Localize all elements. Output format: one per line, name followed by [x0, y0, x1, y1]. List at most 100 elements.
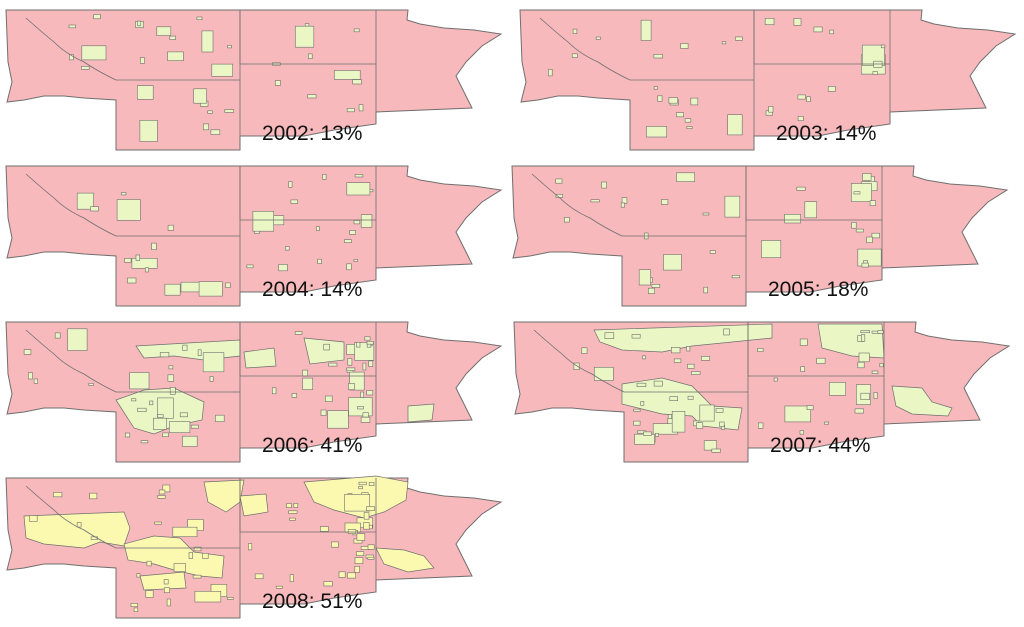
coverage-plot — [796, 186, 806, 191]
coverage-plot — [686, 345, 691, 352]
coverage-plot — [322, 174, 327, 180]
coverage-plot — [871, 232, 880, 239]
coverage-plot — [663, 254, 682, 271]
coverage-plot — [564, 216, 570, 223]
coverage-layer — [548, 18, 886, 138]
coverage-plot — [676, 112, 684, 118]
coverage-plot — [684, 118, 692, 123]
coverage-plot — [320, 409, 327, 416]
coverage-plot — [686, 126, 693, 129]
coverage-plot — [668, 97, 678, 104]
coverage-plot — [202, 553, 209, 559]
coverage-plot — [252, 210, 274, 232]
coverage-plot — [356, 341, 361, 348]
coverage-plot — [290, 199, 298, 204]
coverage-plot — [853, 191, 861, 195]
coverage-plot — [669, 396, 679, 401]
coverage-plot — [145, 267, 149, 273]
coverage-plot — [869, 200, 877, 206]
coverage-layer — [23, 328, 435, 447]
coverage-plot — [346, 108, 355, 113]
coverage-plot — [595, 36, 601, 40]
coverage-plot — [224, 109, 235, 113]
coverage-plot — [254, 573, 264, 580]
coverage-plot — [163, 579, 169, 585]
coverage-plot — [863, 260, 868, 264]
coverage-plot — [673, 358, 682, 363]
region-map — [513, 321, 1011, 463]
coverage-plot — [23, 349, 32, 355]
panel-caption: 2003: 14% — [776, 122, 876, 146]
coverage-plot — [29, 515, 38, 522]
coverage-plot — [278, 264, 288, 272]
coverage-plot — [358, 486, 363, 490]
coverage-layer — [23, 475, 435, 612]
coverage-plot — [346, 263, 352, 271]
coverage-area — [239, 493, 269, 517]
coverage-plot — [703, 286, 708, 294]
coverage-plot — [131, 258, 158, 269]
map-panel-2002: 2002: 13% — [4, 4, 504, 154]
coverage-plot — [274, 80, 281, 86]
coverage-plot — [90, 206, 99, 212]
coverage-plot — [860, 330, 870, 334]
coverage-plot — [711, 448, 721, 453]
coverage-plot — [157, 495, 166, 499]
map-panel-2008: 2008: 51% — [4, 472, 504, 622]
coverage-plot — [653, 86, 658, 90]
coverage-area — [203, 479, 245, 513]
coverage-plot — [190, 424, 199, 429]
coverage-plot — [347, 572, 356, 579]
coverage-plot — [357, 406, 364, 410]
coverage-plot — [594, 366, 614, 381]
coverage-plot — [651, 284, 661, 288]
map-panel-2003: 2003: 14% — [518, 4, 1018, 154]
coverage-plot — [137, 85, 154, 100]
coverage-plot — [757, 347, 764, 352]
coverage-plot — [696, 422, 704, 429]
coverage-plot — [806, 96, 811, 102]
coverage-area — [303, 337, 345, 365]
coverage-plot — [631, 334, 641, 339]
coverage-plot — [879, 363, 884, 368]
coverage-plot — [653, 53, 663, 59]
coverage-plot — [691, 371, 701, 375]
coverage-plot — [784, 405, 811, 423]
coverage-plot — [353, 259, 358, 262]
coverage-plot — [797, 116, 804, 121]
coverage-plot — [271, 387, 277, 395]
coverage-plot — [353, 28, 360, 33]
caption-year: 2007 — [770, 434, 817, 457]
coverage-plot — [198, 281, 223, 297]
state-border — [25, 173, 117, 237]
coverage-plot — [353, 220, 361, 225]
coverage-plot — [871, 370, 879, 375]
coverage-plot — [327, 410, 349, 429]
coverage-plot — [799, 430, 804, 435]
coverage-plot — [368, 482, 375, 486]
coverage-plot — [572, 28, 578, 35]
coverage-plot — [210, 129, 221, 135]
coverage-area — [891, 385, 953, 417]
coverage-plot — [349, 230, 357, 235]
coverage-plot — [133, 607, 139, 612]
coverage-plot — [162, 484, 171, 493]
caption-year: 2006 — [262, 434, 309, 457]
coverage-plot — [127, 277, 137, 284]
coverage-plot — [173, 563, 186, 572]
coverage-plot — [193, 88, 207, 104]
coverage-plot — [307, 53, 313, 60]
coverage-plot — [724, 195, 741, 218]
coverage-plot — [633, 420, 641, 426]
coverage-plot — [211, 63, 234, 77]
panel-caption: 2002: 13% — [262, 122, 362, 146]
region-map — [5, 475, 503, 619]
coverage-plot — [806, 405, 814, 410]
caption-coverage: 14% — [320, 278, 363, 301]
coverage-plot — [699, 404, 715, 422]
coverage-plot — [354, 566, 360, 573]
coverage-layer — [68, 14, 364, 142]
coverage-plot — [193, 546, 202, 552]
coverage-plot — [323, 343, 330, 351]
coverage-plot — [799, 338, 808, 346]
